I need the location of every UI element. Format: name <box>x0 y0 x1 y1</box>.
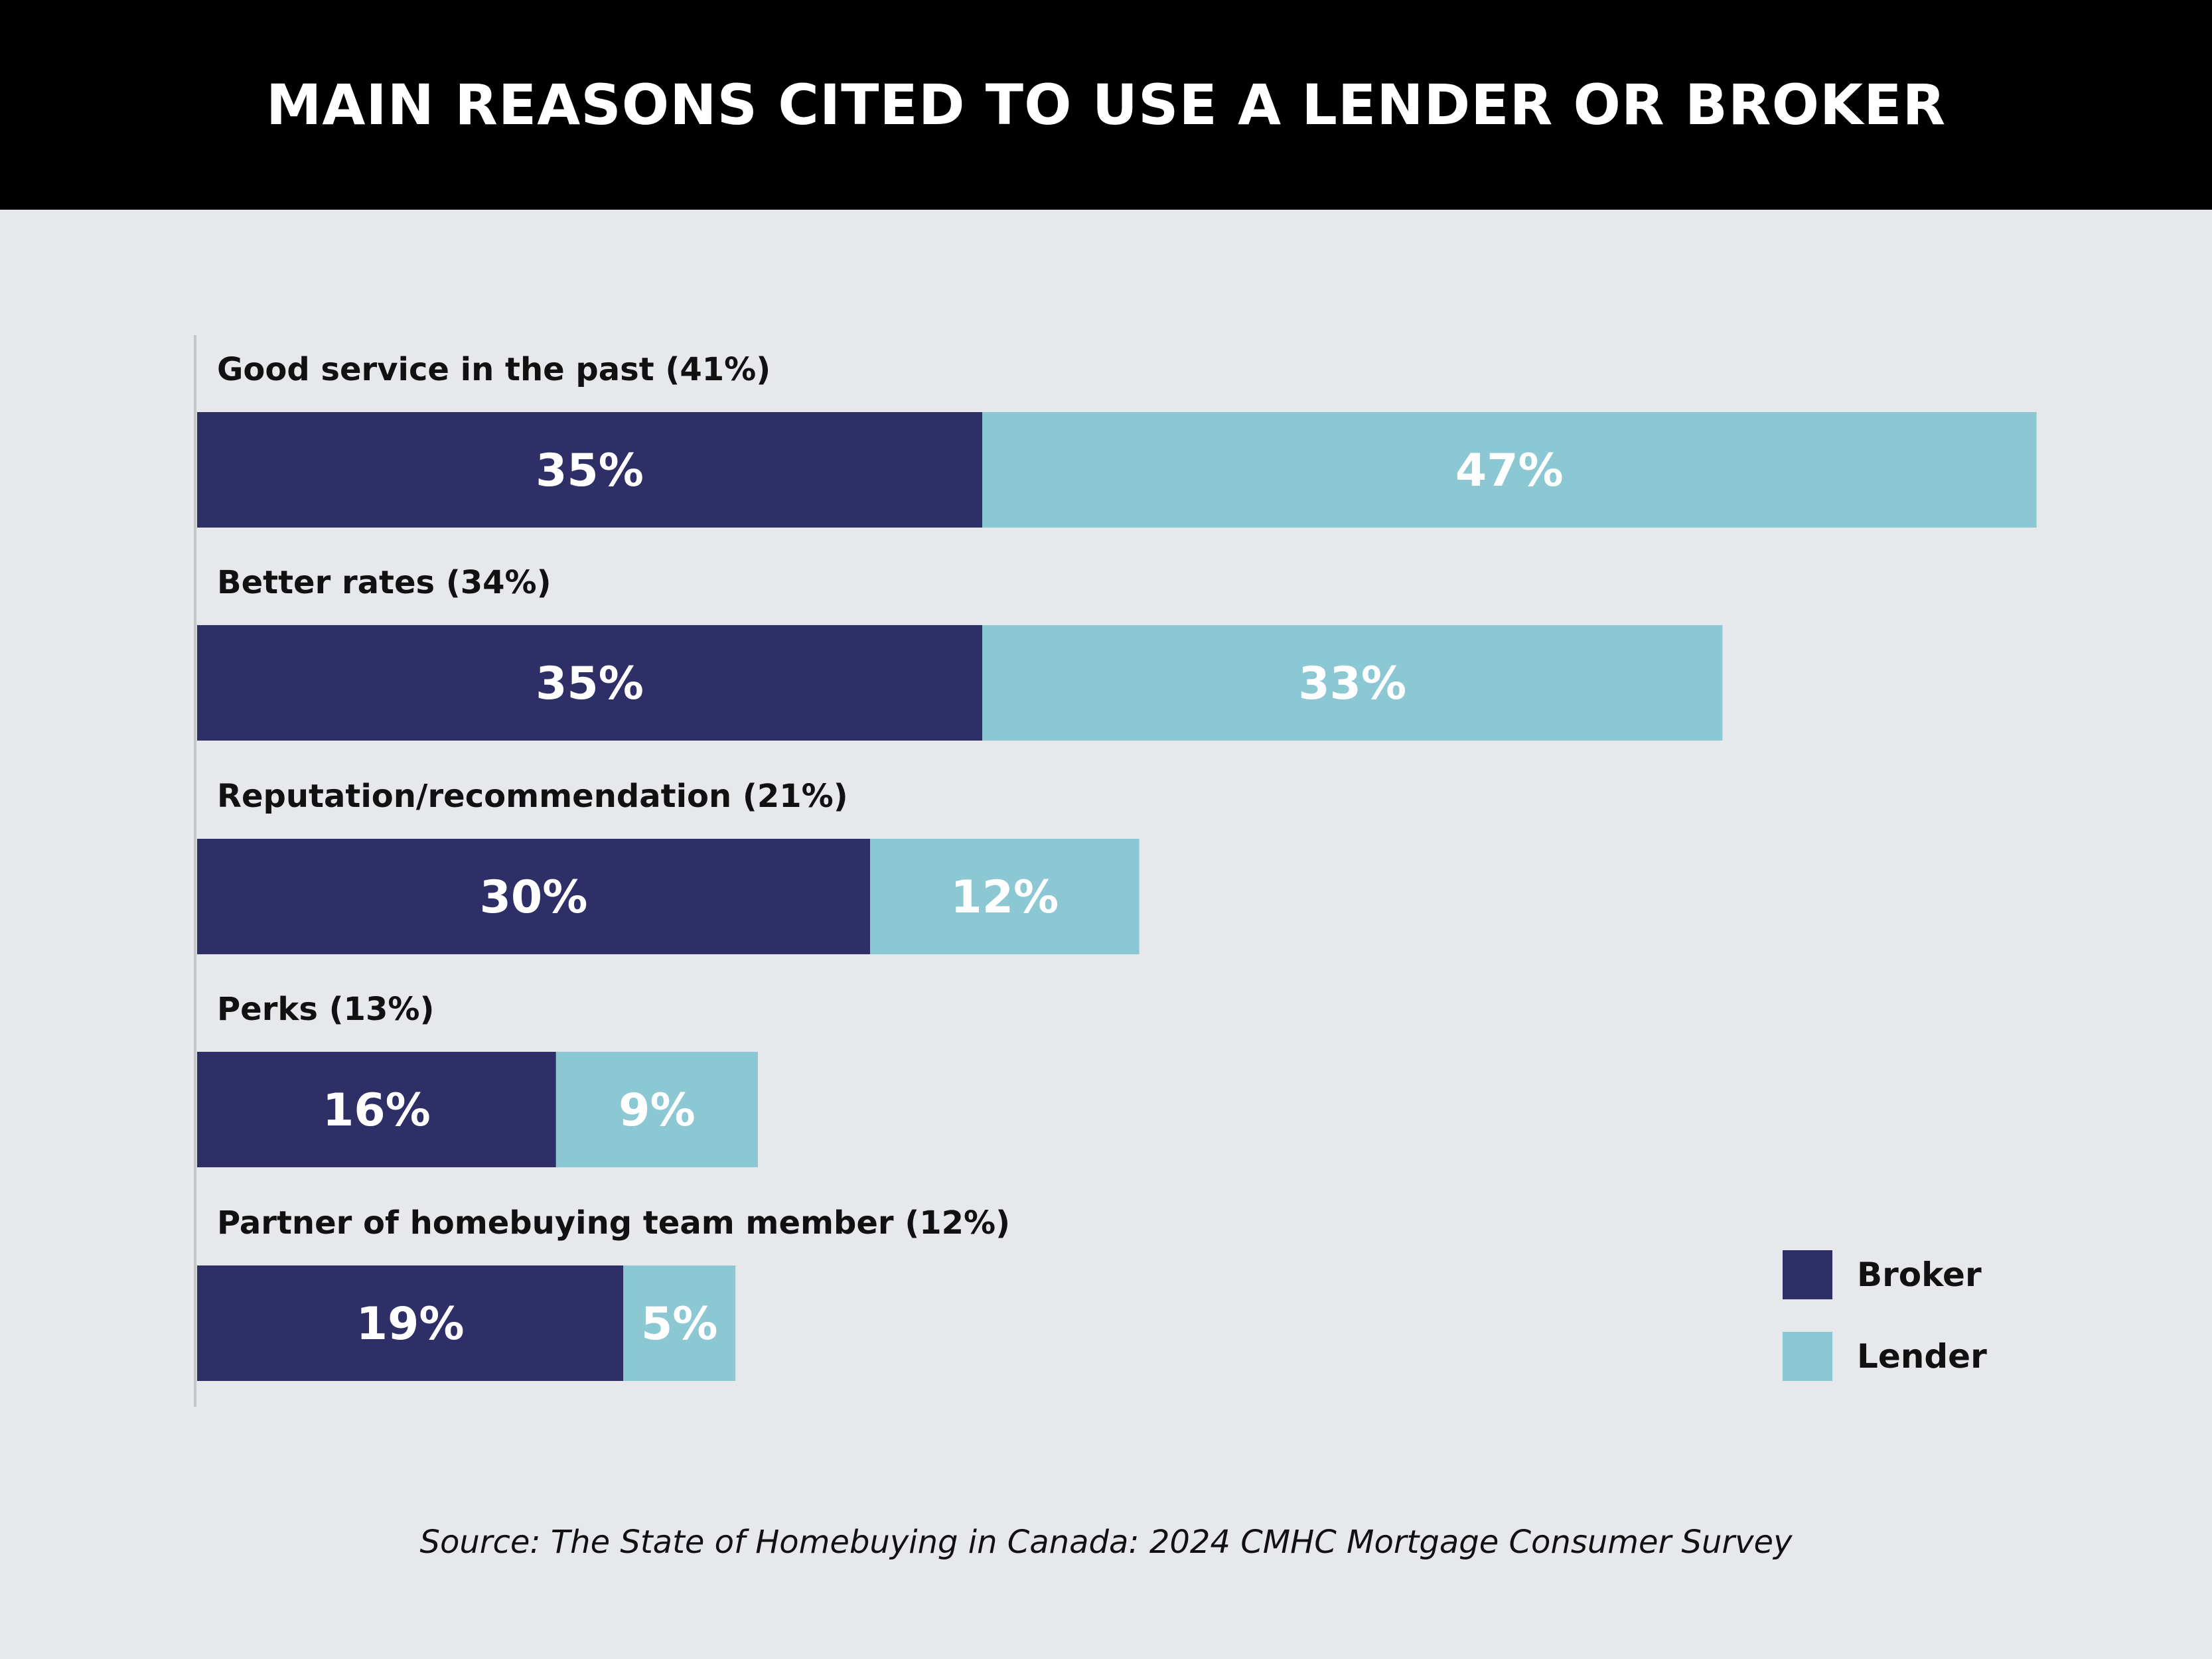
data-label-lender: 33% <box>1298 658 1406 710</box>
chart-title: MAIN REASONS CITED TO USE A LENDER OR BR… <box>265 72 1947 137</box>
bar-group: Reputation/recommendation (21%) 30% 12% <box>197 778 1140 954</box>
source-note: Source: The State of Homebuying in Canad… <box>419 1524 1793 1561</box>
legend: Broker Lender <box>1783 1250 1987 1381</box>
bar-lender <box>623 1265 736 1381</box>
legend-label: Lender <box>1857 1337 1987 1376</box>
data-label-lender: 9% <box>619 1084 695 1137</box>
legend-swatch <box>1783 1332 1832 1381</box>
bar-lender <box>982 412 2037 528</box>
category-label: Reputation/recommendation (21%) <box>217 778 848 815</box>
bar-lender <box>555 1052 758 1167</box>
data-label-broker: 19% <box>356 1298 465 1350</box>
category-label: Better rates (34%) <box>217 564 552 601</box>
data-label-lender: 5% <box>641 1298 717 1350</box>
data-label-broker: 35% <box>536 658 644 710</box>
bar-broker <box>197 1265 624 1381</box>
bar-group: Perks (13%) 16% 9% <box>197 991 758 1167</box>
bar-group: Better rates (34%) 35% 33% <box>197 564 1723 741</box>
category-label: Perks (13%) <box>217 991 434 1028</box>
bar-broker <box>197 625 982 741</box>
bar-broker <box>197 839 870 954</box>
bar-group: Good service in the past (41%) 35% 47% <box>197 351 2037 528</box>
data-label-lender: 12% <box>950 871 1059 924</box>
data-label-lender: 47% <box>1455 445 1564 497</box>
legend-swatch <box>1783 1250 1832 1299</box>
data-label-broker: 35% <box>536 445 644 497</box>
bar-broker <box>197 1052 556 1167</box>
bar-lender <box>982 625 1723 741</box>
category-label: Good service in the past (41%) <box>217 351 771 388</box>
bar-lender <box>870 839 1140 954</box>
category-label: Partner of homebuying team member (12%) <box>217 1204 1010 1242</box>
bar-broker <box>197 412 982 528</box>
data-label-broker: 30% <box>480 871 588 924</box>
data-label-broker: 16% <box>323 1084 431 1137</box>
chart-header: MAIN REASONS CITED TO USE A LENDER OR BR… <box>0 0 2212 210</box>
legend-label: Broker <box>1857 1256 1982 1294</box>
bar-group: Partner of homebuying team member (12%) 1… <box>197 1204 1010 1381</box>
